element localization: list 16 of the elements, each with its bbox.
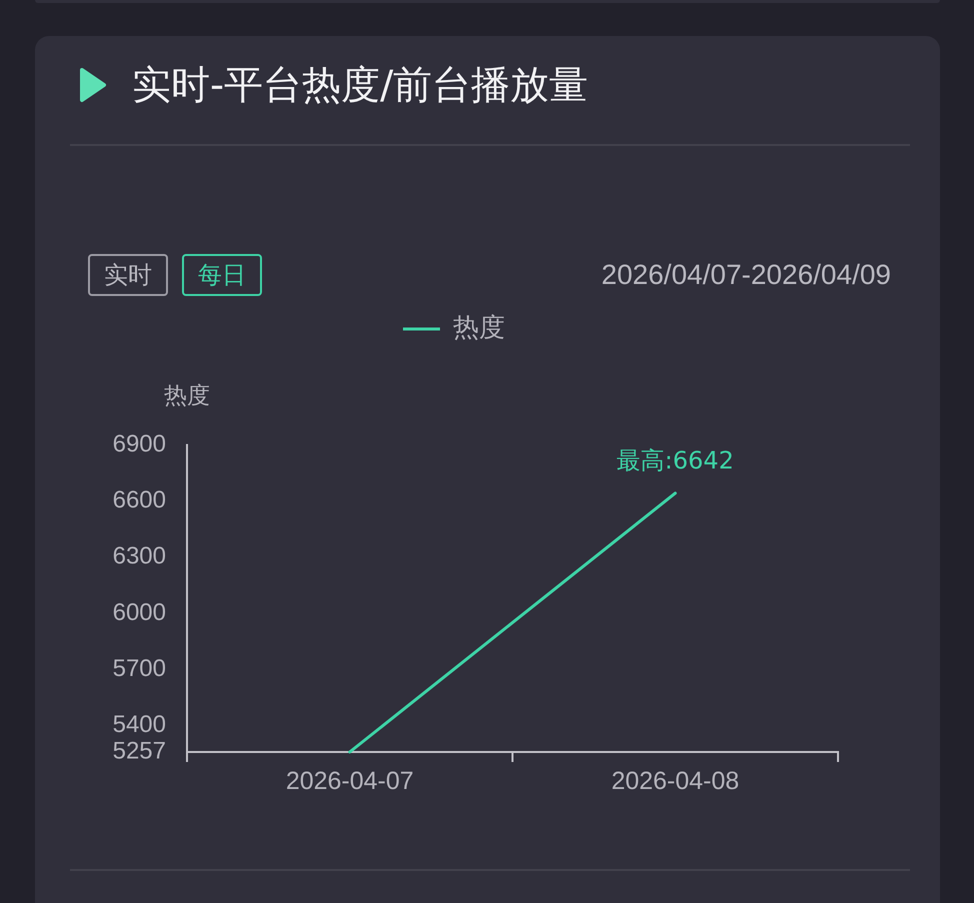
x-tick-label: 2026-04-08 — [611, 766, 740, 795]
annotation: 最高:6642 — [616, 446, 734, 474]
tab[interactable]: 每日 — [182, 254, 262, 296]
chart-subtitle: 2026/04/07-2026/04/09 — [601, 258, 891, 292]
y-tick-label: 6300 — [112, 542, 166, 570]
y-tick-label: 6600 — [112, 486, 166, 514]
y-axis-title: 热度 — [164, 382, 210, 409]
y-tick-label: 5400 — [112, 710, 166, 738]
x-tick-label: 2026-04-07 — [286, 766, 414, 795]
y-tick-label: 5700 — [112, 654, 166, 682]
chart-title: 实时-平台热度/前台播放量 — [132, 62, 588, 110]
y-tick-label: 5257 — [112, 738, 166, 765]
tab[interactable]: 实时 — [88, 254, 168, 296]
y-tick-label: 6000 — [112, 598, 166, 626]
legend-label: 热度 — [453, 312, 505, 343]
y-tick-label: 6900 — [112, 430, 166, 458]
